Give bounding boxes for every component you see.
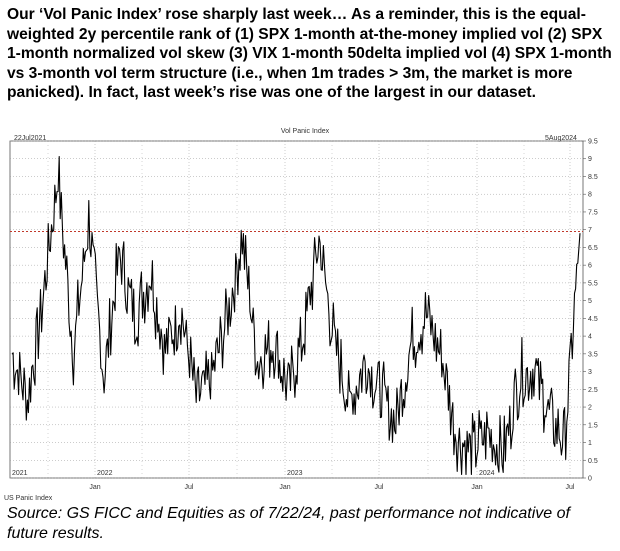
year-label: 2023	[287, 470, 303, 477]
ytick-label: 2.5	[588, 387, 598, 394]
ytick-label: 2	[588, 405, 592, 412]
series-line	[11, 156, 581, 476]
ytick-label: 7.5	[588, 209, 598, 216]
ytick-label: 9.5	[588, 139, 598, 146]
xtick-month-label: Jul	[566, 484, 575, 491]
ytick-label: 8	[588, 192, 592, 199]
ytick-label: 6	[588, 263, 592, 270]
footer-label: US Panic Index	[4, 495, 53, 502]
ytick-label: 0.5	[588, 458, 598, 465]
year-label: 2024	[479, 470, 495, 477]
year-label: 2022	[97, 470, 113, 477]
xtick-month-label: Jul	[185, 484, 194, 491]
source-note: Source: GS FICC and Equities as of 7/22/…	[7, 505, 570, 542]
xtick-month-label: Jul	[375, 484, 384, 491]
ytick-label: 3	[588, 369, 592, 376]
chart-title: Vol Panic Index	[281, 128, 330, 135]
plot-frame	[9, 140, 584, 479]
ytick-label: 6.5	[588, 245, 598, 252]
xtick-month-label: Jan	[471, 484, 482, 491]
ytick-label: 3.5	[588, 351, 598, 358]
ytick-label: 5.5	[588, 280, 598, 287]
xtick-month-label: Jan	[89, 484, 100, 491]
ytick-label: 1.5	[588, 422, 598, 429]
year-label: 2021	[12, 470, 28, 477]
ytick-label: 4.5	[588, 316, 598, 323]
ytick-label: 5	[588, 298, 592, 305]
headline: Our ‘Vol Panic Index’ rose sharply last …	[7, 6, 612, 101]
ytick-label: 8.5	[588, 174, 598, 181]
start-date-label: 22Jul2021	[14, 135, 46, 142]
ytick-label: 4	[588, 334, 592, 341]
ytick-label: 1	[588, 440, 592, 447]
ytick-label: 9	[588, 156, 592, 163]
ytick-label: 7	[588, 227, 592, 234]
ytick-label: 0	[588, 476, 592, 483]
xtick-month-label: Jan	[279, 484, 290, 491]
end-date-label: 5Aug2024	[545, 135, 577, 142]
